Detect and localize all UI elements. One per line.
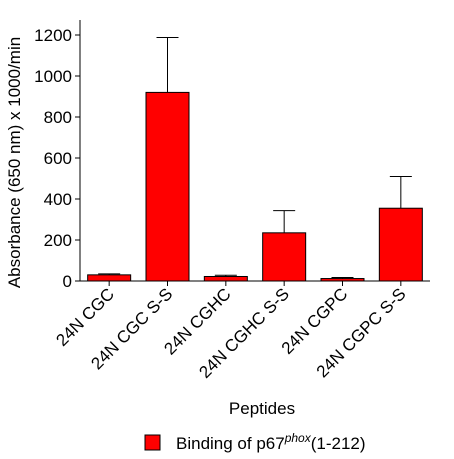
error-bars-group <box>98 36 412 279</box>
bar <box>262 232 307 282</box>
legend: Binding of p67phox(1-212) <box>144 431 366 453</box>
bar <box>203 275 248 282</box>
y-axis-title: Absorbance (650 nm) x 1000/min <box>5 37 24 288</box>
y-tick-label: 200 <box>44 231 72 250</box>
y-tick-label: 0 <box>63 272 72 291</box>
bar <box>145 91 190 282</box>
x-axis-title: Peptides <box>229 399 295 418</box>
bar <box>320 278 365 282</box>
y-axis-ticks: 0 200 400 600 800 1000 1200 <box>34 26 80 291</box>
legend-label-prefix: Binding of p67 <box>176 434 285 453</box>
legend-label-superscript: phox <box>284 431 312 445</box>
y-tick-label: 800 <box>44 108 72 127</box>
legend-label-suffix: (1-212) <box>311 434 366 453</box>
y-tick-label: 600 <box>44 149 72 168</box>
bar <box>378 207 423 282</box>
y-tick-label: 1200 <box>34 26 72 45</box>
legend-swatch <box>144 434 161 451</box>
y-tick-label: 1000 <box>34 67 72 86</box>
bar <box>87 274 132 282</box>
y-tick-label: 400 <box>44 190 72 209</box>
legend-label: Binding of p67phox(1-212) <box>176 431 366 453</box>
bars-group <box>87 91 423 282</box>
plot-frame <box>79 20 430 282</box>
